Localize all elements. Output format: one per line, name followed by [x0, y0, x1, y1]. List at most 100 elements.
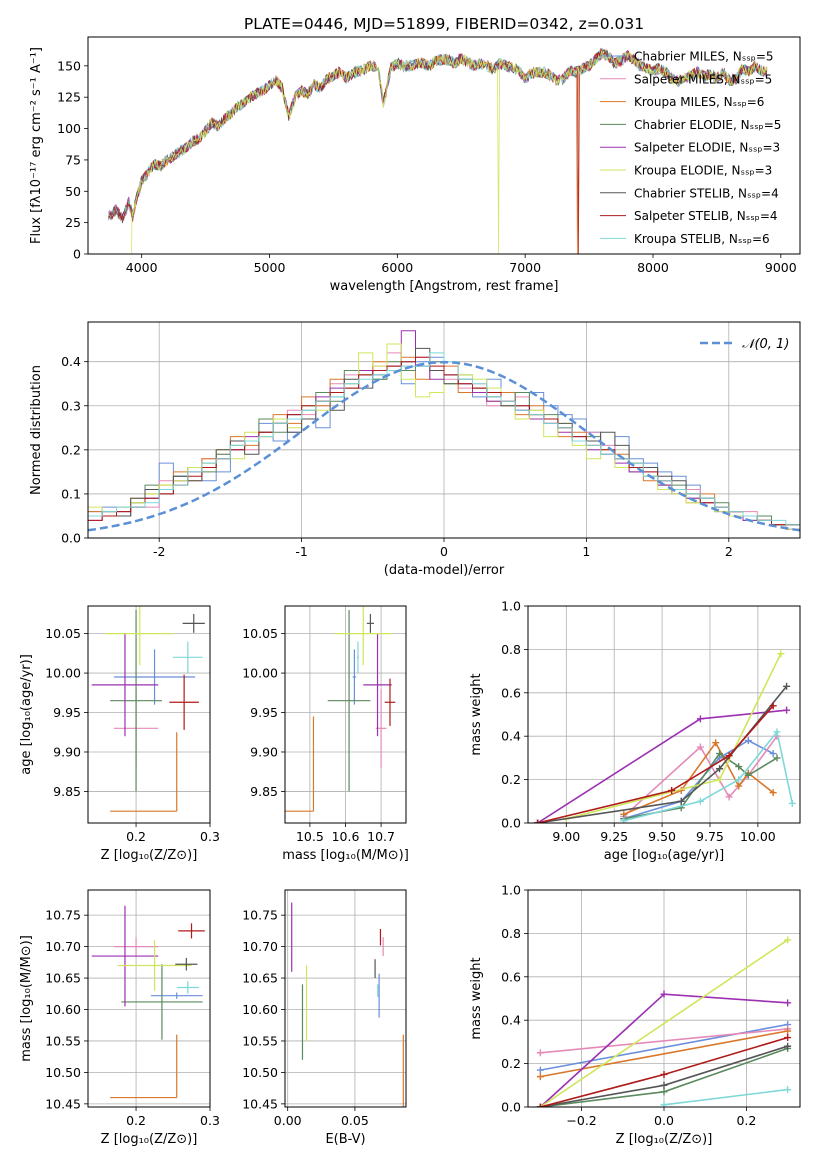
weight-marker — [712, 739, 720, 747]
y-tick-label: 10.75 — [45, 908, 81, 923]
axes-frame — [284, 605, 407, 824]
y-tick-label: 0.0 — [501, 1100, 521, 1115]
weight-marker — [783, 706, 791, 714]
axes-frame — [87, 321, 801, 539]
weight-marker — [773, 754, 781, 762]
y-axis-label: age [log₁₀(age/yr)] — [19, 654, 34, 775]
y-tick-label: 10.65 — [45, 971, 81, 986]
x-tick-label: -2 — [153, 544, 165, 559]
weight-marker — [783, 682, 791, 690]
errorbar-point — [113, 649, 196, 705]
x-axis-label: age [log₁₀(age/yr)] — [604, 848, 725, 863]
x-tick-label: 10.6 — [332, 829, 360, 844]
weight-marker — [788, 799, 796, 807]
axes-residuals: -2 -1 0 1 2 0.0 0.1 0.2 0.3 0.4 (data-model)/error… — [29, 321, 801, 578]
x-tick-label: 5000 — [254, 260, 286, 275]
weight-marker — [769, 702, 777, 710]
plot-area-z_vs_mass — [91, 905, 205, 1099]
weight-marker — [769, 750, 777, 758]
y-tick-label: 0.8 — [501, 642, 521, 657]
weight-marker — [536, 1103, 544, 1107]
errorbar-point — [176, 981, 199, 994]
x-tick-label: 0.2 — [126, 829, 146, 844]
y-tick-label: 0.8 — [501, 926, 521, 941]
weight-marker — [735, 763, 743, 771]
legend-label: Chabrier STELIB, Nₛₛₚ=4 — [634, 186, 779, 200]
weight-marker — [769, 789, 777, 797]
errorbar-point — [334, 606, 392, 666]
x-tick-label: 0.0 — [654, 1113, 674, 1128]
weight-series-line — [663, 1088, 788, 1106]
errorbar-point — [110, 732, 178, 812]
plot-area-residuals — [88, 330, 800, 532]
y-tick-label: 150 — [57, 58, 81, 73]
y-tick-label: 100 — [57, 121, 81, 136]
weight-marker — [668, 786, 676, 794]
legend-label: Kroupa MILES, Nₛₛₚ=6 — [634, 95, 764, 109]
y-tick-label: 0 — [73, 247, 81, 262]
errorbar-point — [169, 674, 199, 730]
weight-marker — [735, 776, 743, 784]
weight-marker — [784, 1086, 792, 1094]
y-tick-label: 10.55 — [242, 1033, 278, 1048]
x-axis-label: (data-model)/error — [384, 563, 505, 578]
y-tick-label: 9.85 — [250, 784, 278, 799]
x-tick-label: 7000 — [509, 260, 541, 275]
weight-marker — [716, 750, 724, 758]
errorbar-point — [110, 609, 162, 792]
y-tick-label: 10.50 — [242, 1065, 278, 1080]
y-tick-label: 10.70 — [242, 939, 278, 954]
y-tick-label: 0.2 — [61, 442, 81, 457]
legend-label: Kroupa STELIB, Nₛₛₚ=6 — [634, 232, 770, 246]
x-tick-label: 1 — [582, 544, 590, 559]
errorbar-point — [175, 957, 198, 971]
errorbar-point — [356, 641, 360, 674]
weight-marker — [716, 776, 724, 784]
y-tick-label: 9.90 — [53, 744, 81, 759]
errorbar-point — [121, 964, 203, 1040]
y-tick-label: 1.0 — [501, 599, 521, 614]
weight-marker — [536, 1066, 544, 1074]
y-tick-label: 10.45 — [45, 1096, 81, 1111]
x-tick-label: 0.2 — [126, 1113, 146, 1128]
weight-marker — [677, 797, 685, 805]
y-tick-label: 10.05 — [242, 626, 278, 641]
weight-marker — [696, 797, 704, 805]
y-tick-label: 0.2 — [501, 772, 521, 787]
x-tick-label: 2 — [725, 544, 733, 559]
weight-marker — [660, 1088, 668, 1096]
errorbar-point — [285, 716, 315, 812]
weight-marker — [536, 1049, 544, 1057]
y-tick-label: 10.65 — [242, 971, 278, 986]
y-axis-label: mass weight — [469, 957, 484, 1039]
weight-marker — [773, 728, 781, 736]
x-tick-label: 0.05 — [341, 1113, 369, 1128]
x-tick-label: 6000 — [381, 260, 413, 275]
errorbar-point — [182, 613, 205, 633]
errorbar-point — [113, 937, 159, 957]
y-tick-label: 0.0 — [61, 531, 81, 546]
gaussian-curve — [88, 360, 800, 532]
y-tick-label: 9.95 — [53, 705, 81, 720]
y-axis-label: mass [log₁₀(M/M⊙)] — [19, 935, 34, 1062]
legend: Chabrier MILES, Nₛₛₚ=5 Salpeter MILES, Nₛ… — [600, 50, 781, 246]
x-tick-label: 9.25 — [600, 829, 628, 844]
axes-z_vs_age: 0.2 0.3 9.85 9.90 9.95 10.00 10.05 Z [log₁₀(Z/Z… — [19, 605, 220, 863]
errorbar-point — [363, 633, 392, 737]
y-axis-label: Normed distribution — [29, 365, 44, 495]
axes-age_weights: 9.00 9.25 9.50 9.75 10.00 0.0 0.2 0.4 0.6 0.8 1.0 a… — [469, 599, 801, 863]
x-axis-label: Z [log₁₀(Z/Z⊙)] — [616, 1132, 713, 1147]
weight-marker — [696, 743, 704, 751]
weight-marker — [716, 765, 724, 773]
x-tick-label: 8000 — [637, 260, 669, 275]
x-axis-label: Z [log₁₀(Z/Z⊙)] — [101, 848, 198, 863]
x-axis-label: Z [log₁₀(Z/Z⊙)] — [101, 1132, 198, 1147]
weight-series-line — [540, 1028, 788, 1054]
x-tick-label: 9.00 — [552, 829, 580, 844]
y-tick-label: 0.4 — [501, 729, 521, 744]
weight-marker — [696, 715, 704, 723]
weight-marker — [784, 1034, 792, 1042]
x-tick-label: 4000 — [126, 260, 158, 275]
plot-area-mass_vs_age — [285, 606, 396, 812]
x-tick-label: 9.75 — [696, 829, 724, 844]
